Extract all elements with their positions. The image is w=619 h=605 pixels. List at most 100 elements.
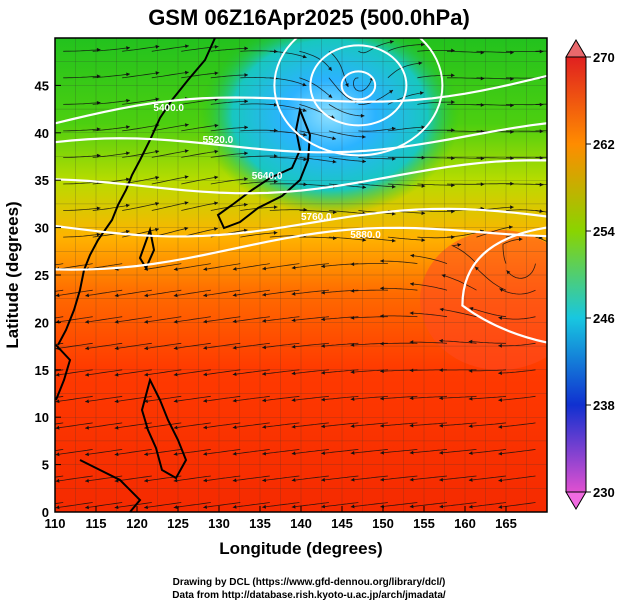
streamline <box>55 395 93 403</box>
streamline <box>417 183 455 186</box>
streamline-arrow <box>391 238 396 243</box>
streamline-arrow <box>350 424 355 428</box>
streamline-arrow <box>468 396 473 401</box>
streamline-arrow <box>350 315 355 320</box>
streamline-arrow <box>291 318 296 323</box>
streamline <box>173 289 211 297</box>
streamline <box>269 77 307 87</box>
streamline-arrow <box>184 175 189 180</box>
streamline <box>299 50 333 71</box>
streamline-arrow <box>321 504 326 509</box>
streamline <box>498 422 536 428</box>
streamline-arrow <box>173 293 178 298</box>
streamline <box>498 475 536 482</box>
streamline <box>468 449 507 454</box>
streamline-arrow <box>185 44 189 49</box>
streamline <box>55 263 64 266</box>
streamline-arrow <box>409 340 414 345</box>
streamline <box>409 502 448 508</box>
streamline-arrow <box>380 369 384 374</box>
streamline <box>55 502 93 509</box>
streamline-arrow <box>350 262 355 267</box>
streamline <box>92 230 130 238</box>
streamline-arrow <box>144 478 148 483</box>
streamline-arrow <box>421 238 426 242</box>
streamline <box>350 263 388 265</box>
streamline <box>291 475 329 481</box>
contour-line <box>55 226 547 271</box>
streamline <box>240 181 278 185</box>
streamline <box>439 449 477 454</box>
streamline <box>203 502 241 508</box>
streamline <box>262 502 300 508</box>
x-tick-label: 115 <box>86 516 107 531</box>
streamline <box>469 307 507 318</box>
streamline <box>409 341 448 344</box>
streamline <box>476 104 514 106</box>
streamline <box>409 395 448 399</box>
streamline-arrow <box>26 426 30 430</box>
streamline <box>447 77 485 79</box>
streamline <box>151 71 189 79</box>
streamline <box>210 126 249 132</box>
streamline-arrow <box>232 345 237 350</box>
streamline <box>203 395 241 402</box>
streamline <box>55 369 93 376</box>
streamline-arrow <box>144 452 148 457</box>
streamline <box>122 45 160 52</box>
streamline <box>181 202 219 211</box>
streamline <box>210 47 249 52</box>
streamline-arrow <box>155 97 160 102</box>
streamline <box>468 395 507 400</box>
streamline <box>122 228 159 238</box>
streamline <box>321 422 359 428</box>
streamline-arrow <box>114 425 119 430</box>
streamline <box>63 154 101 158</box>
streamline <box>350 502 388 508</box>
streamline-arrow <box>262 266 267 271</box>
streamline <box>114 449 152 456</box>
streamline <box>328 236 367 241</box>
streamline-arrow <box>409 311 414 316</box>
streamline <box>269 50 307 58</box>
streamline <box>498 316 536 320</box>
streamline-arrow <box>203 398 208 403</box>
streamline-arrow <box>302 82 307 87</box>
streamline-arrow <box>321 344 325 348</box>
streamline <box>417 157 455 159</box>
streamline-arrow <box>350 397 355 401</box>
streamline-arrow <box>262 371 266 376</box>
streamline-arrow <box>409 504 414 509</box>
colorbar-tick-label: 254 <box>593 224 615 239</box>
streamline-arrow <box>391 184 396 189</box>
streamline <box>144 395 182 402</box>
streamline-arrow <box>291 504 296 509</box>
streamline <box>409 449 448 454</box>
streamline <box>499 288 536 295</box>
streamline-arrow <box>96 206 101 211</box>
x-tick-label: 140 <box>290 516 312 531</box>
streamline <box>173 369 211 376</box>
streamline-arrow <box>155 44 160 49</box>
streamline-arrow <box>26 346 30 350</box>
streamline-arrow <box>55 372 60 377</box>
streamline <box>447 130 485 133</box>
streamline-arrow <box>468 478 473 482</box>
streamline-arrow <box>409 368 414 373</box>
streamline <box>380 449 418 454</box>
streamline-arrow <box>232 505 237 509</box>
streamline <box>380 475 418 481</box>
streamline-arrow <box>125 203 130 208</box>
streamline-arrow <box>155 227 159 232</box>
streamline-arrow <box>126 177 130 182</box>
streamline-arrow <box>291 291 296 296</box>
streamline-arrow <box>173 505 178 510</box>
streamline <box>92 152 130 158</box>
streamline <box>151 45 189 52</box>
streamline <box>85 289 123 297</box>
streamline <box>387 126 426 132</box>
coastline <box>55 38 312 512</box>
streamline-arrow <box>244 202 248 207</box>
streamline-arrow <box>421 184 426 188</box>
